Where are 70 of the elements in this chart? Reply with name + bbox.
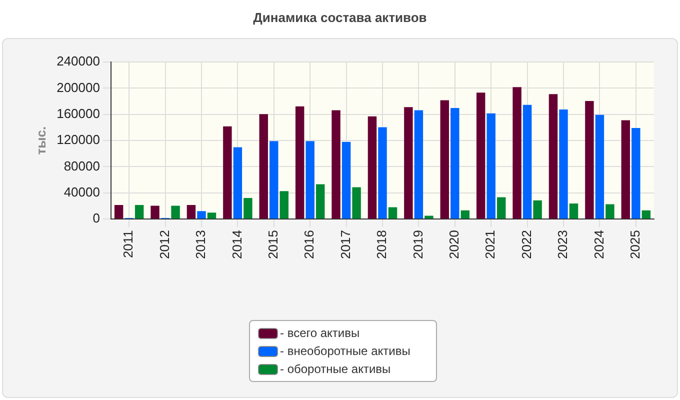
x-tick-label: 2018	[374, 230, 390, 259]
bar	[404, 107, 413, 219]
x-tick-label: 2011	[120, 230, 136, 258]
bar	[642, 210, 651, 219]
bar	[424, 216, 434, 219]
bar	[632, 128, 640, 219]
bar	[388, 207, 398, 219]
bar	[197, 211, 206, 219]
bar	[114, 204, 124, 219]
x-tick-label: 2015	[265, 230, 280, 259]
bar	[280, 191, 288, 219]
bar	[223, 126, 232, 219]
bar	[496, 197, 506, 219]
legend-label: - оборотные активы	[280, 362, 391, 376]
bar	[150, 206, 160, 219]
bar	[207, 212, 216, 219]
bar	[559, 109, 568, 219]
bar	[233, 147, 242, 219]
bar	[259, 114, 268, 219]
bar	[270, 141, 278, 219]
bar	[332, 110, 340, 219]
y-tick-label: 240000	[56, 54, 100, 69]
x-tick-label: 2022	[518, 230, 534, 259]
x-tick-label: 2014	[229, 230, 244, 259]
x-tick-label: 2017	[338, 230, 353, 259]
bar	[378, 127, 387, 219]
bar	[306, 141, 314, 219]
bar	[244, 198, 252, 219]
chart-title: Динамика состава активов	[252, 10, 428, 25]
bar	[352, 187, 361, 219]
y-tick-label: 160000	[56, 106, 100, 121]
y-tick-label: 120000	[56, 132, 100, 148]
x-tick-label: 2019	[410, 230, 426, 259]
bar	[533, 200, 542, 219]
bar	[595, 114, 604, 219]
bar	[522, 104, 532, 219]
bar	[316, 184, 325, 219]
bar	[569, 203, 578, 219]
y-axis-title: тыс.	[33, 126, 48, 155]
bar	[440, 100, 449, 219]
legend-label: - всего активы	[280, 326, 360, 340]
x-tick-label: 2012	[156, 230, 172, 259]
x-tick-label: 2024	[591, 230, 606, 259]
bar	[548, 94, 558, 219]
x-tick-label: 2023	[555, 230, 570, 259]
x-tick-label: 2013	[193, 230, 208, 259]
x-tick-label: 2016	[302, 230, 317, 259]
bar	[414, 110, 424, 219]
x-tick-label: 2025	[627, 230, 642, 259]
legend-label: - внеоборотные активы	[280, 344, 410, 358]
bar	[512, 87, 522, 219]
bar	[134, 204, 144, 219]
y-tick-label: 200000	[56, 80, 100, 95]
bar	[585, 101, 594, 219]
bar	[450, 108, 460, 219]
bar	[486, 113, 496, 219]
bar	[476, 92, 486, 219]
x-tick-label: 2021	[482, 230, 498, 259]
y-tick-label: 0	[92, 210, 100, 226]
x-tick-label: 2020	[446, 230, 462, 259]
y-tick-label: 40000	[64, 184, 100, 200]
bar	[621, 120, 630, 219]
bar	[606, 204, 614, 219]
bar	[460, 210, 470, 219]
bar	[186, 204, 196, 219]
bar	[171, 206, 180, 219]
bar	[342, 142, 351, 219]
y-tick-label: 80000	[64, 158, 100, 174]
bar	[295, 106, 304, 219]
bar	[368, 116, 377, 219]
